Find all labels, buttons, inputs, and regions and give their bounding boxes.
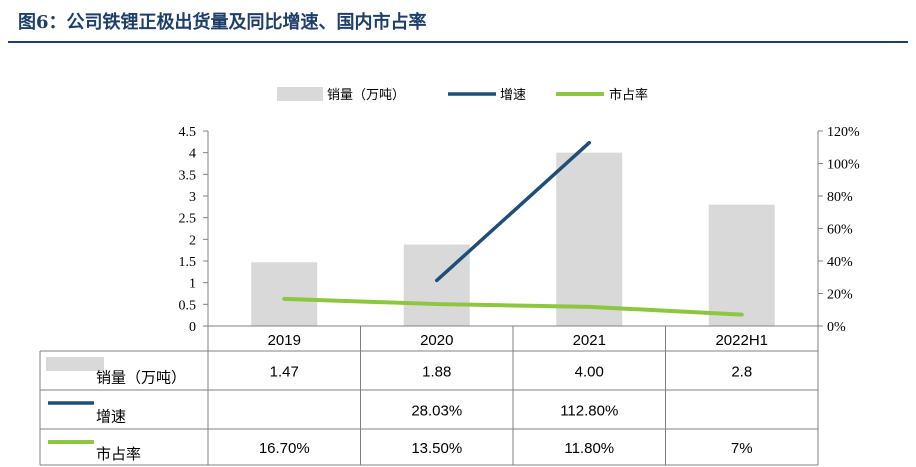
category-label-2021: 2021 [573,332,606,349]
bar-sales-2020 [403,244,470,326]
table-cell-sales-2021: 4.00 [575,364,604,381]
category-label-2022H1: 2022H1 [715,332,768,349]
table-cell-share-2021: 11.80% [564,440,614,457]
table-cell-growth-2021: 112.80% [560,403,618,420]
y-right-tick-label: 60% [827,223,853,238]
y-right-tick-label: 20% [827,288,853,303]
line-growth [435,140,591,283]
y-left-tick-label: 1 [189,277,196,292]
table-cell-share-2022H1: 7% [731,440,753,457]
y-left-tick-label: 3.5 [179,168,197,183]
y-left-tick-label: 3 [189,190,196,205]
table-cell-sales-2022H1: 2.8 [731,364,752,381]
table-cell-growth-2020: 28.03% [411,403,462,420]
y-right-tick-label: 0% [827,320,846,335]
y-left-tick-label: 1.5 [179,255,197,270]
table-row-label-growth: 增速 [96,408,126,426]
table-cell-sales-2020: 1.88 [422,364,451,381]
table-cell-share-2020: 13.50% [411,440,462,457]
table-row-label-share: 市占率 [96,445,141,463]
y-right-tick-label: 100% [827,158,860,173]
table-row-label-sales: 销量（万吨） [96,369,186,387]
y-right-tick-label: 120% [827,125,860,140]
y-left-tick-label: 0.5 [179,298,197,313]
y-left-tick-label: 4 [189,147,196,162]
bar-sales-2019 [251,262,318,326]
table-cell-sales-2019: 1.47 [270,364,299,381]
y-right-tick-label: 40% [827,255,853,270]
category-label-2019: 2019 [268,332,301,349]
figure-title: 图6：公司铁锂正极出货量及同比增速、国内市占率 [18,12,427,33]
line-share [282,296,744,317]
legend-label-growth: 增速 [500,88,526,103]
table-swatch-sales [46,357,104,371]
legend-swatch-sales [277,87,323,101]
y-left-tick-label: 2.5 [179,212,197,227]
table-cell-share-2019: 16.70% [259,440,310,457]
legend-label-share: 市占率 [609,87,648,103]
bar-sales-2021 [556,152,623,326]
legend-label-sales: 销量（万吨） [327,88,405,103]
y-left-tick-label: 2 [189,233,196,248]
y-right-tick-label: 80% [827,190,853,205]
category-label-2020: 2020 [420,332,453,349]
y-left-tick-label: 4.5 [179,125,197,140]
y-left-tick-label: 0 [189,320,196,335]
title-underline [8,41,908,43]
bar-sales-2022H1 [708,204,775,326]
